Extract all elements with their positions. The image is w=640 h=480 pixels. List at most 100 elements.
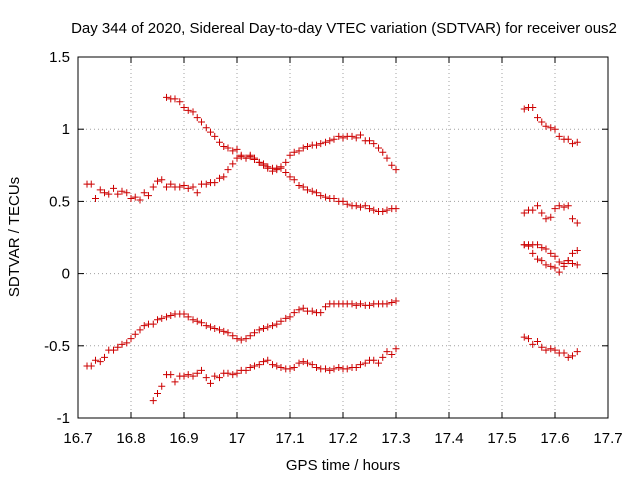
x-axis-title: GPS time / hours [286,457,400,474]
data-point-marker [534,255,542,263]
data-point-marker [555,132,563,140]
data-point-marker [348,300,356,308]
x-tick-label: 16.8 [116,430,145,447]
data-point-marker [131,330,139,338]
y-axis-title: SDTVAR / TECUs [6,177,23,297]
data-point-marker [555,258,563,266]
data-point-marker [534,202,542,210]
data-point-marker [224,369,232,377]
data-point-marker [295,182,303,190]
data-point-marker [96,358,104,366]
data-point-marker [290,176,298,184]
data-point-marker [237,153,245,161]
data-point-marker [163,93,171,101]
data-point-marker [379,208,387,216]
data-point-marker [269,361,277,369]
data-point-marker [149,320,157,328]
data-point-marker [144,192,152,200]
data-point-marker [308,187,316,195]
data-point-marker [335,363,343,371]
data-point-marker [154,389,161,397]
data-point-marker [538,343,546,351]
data-point-marker [158,382,166,390]
data-point-marker [277,363,285,371]
data-point-marker [388,298,396,306]
data-point-marker [260,324,267,332]
data-point-marker [211,372,219,380]
data-point-marker [339,134,347,142]
data-point-marker [392,205,400,213]
data-point-marker [87,362,95,370]
data-point-marker [547,345,555,353]
data-point-marker [317,140,325,148]
data-point-marker [246,363,254,371]
data-point-marker [383,206,391,214]
data-point-marker [246,332,254,340]
data-point-marker [220,327,228,335]
data-point-marker [250,329,258,337]
data-point-marker [250,156,258,164]
data-point-marker [101,353,108,361]
data-point-marker [123,189,131,197]
data-point-marker [202,322,210,330]
data-point-marker [375,359,383,367]
data-point-marker [202,374,210,382]
data-point-marker [255,326,263,334]
data-point-marker [538,257,546,265]
data-point-marker [356,300,364,308]
data-point-marker [264,323,272,331]
data-point-marker [568,140,576,148]
data-point-marker [313,189,320,197]
data-point-marker [383,300,391,308]
data-point-marker [538,244,546,252]
data-point-marker [286,313,294,321]
data-point-marker [286,365,294,373]
data-point-marker [308,307,316,315]
data-point-marker [534,337,542,345]
data-point-marker [193,189,201,197]
data-point-marker [551,264,559,272]
data-point-marker [242,366,250,374]
data-point-marker [317,192,325,200]
data-point-marker [197,319,205,327]
y-tick-label: -1 [57,410,70,427]
y-tick-labels: -1 -0.5 0 0.5 1 1.5 [44,49,70,427]
data-point-marker [216,326,224,334]
data-point-marker [136,196,144,204]
data-point-marker [229,371,237,379]
data-point-marker [184,106,192,114]
data-point-marker [356,203,364,211]
data-point-marker [525,335,532,343]
data-point-marker [366,205,373,213]
data-point-marker [326,137,334,145]
y-tick-label: -0.5 [44,338,70,355]
data-point-marker [114,343,122,351]
data-point-marker [211,324,219,332]
data-point-marker [202,180,210,188]
data-point-marker [154,316,161,324]
data-point-marker [547,249,555,257]
data-point-marker [216,374,224,382]
data-point-marker [388,161,396,169]
x-tick-label: 16.9 [169,430,198,447]
data-point-marker [542,245,550,253]
data-point-marker [547,124,555,132]
data-point-marker [211,179,219,187]
data-point-marker [388,350,396,358]
data-point-marker [158,176,166,184]
data-point-marker [564,202,572,210]
data-point-marker [163,313,171,321]
series-trace-lower-left-upper [83,297,400,370]
x-tick-labels: 16.7 16.8 16.9 17 17.1 17.2 17.3 17.4 17.5 17.6 17… [63,430,622,447]
data-point-marker [282,314,290,322]
data-point-marker [568,352,576,360]
data-point-marker [573,219,581,227]
data-point-marker [573,261,581,269]
data-point-marker [282,169,290,177]
data-point-marker [520,333,528,341]
data-point-marker [383,348,391,356]
data-point-marker [233,335,241,343]
data-point-marker [335,132,343,140]
data-point-marker [197,366,205,374]
data-point-marker [286,151,294,159]
